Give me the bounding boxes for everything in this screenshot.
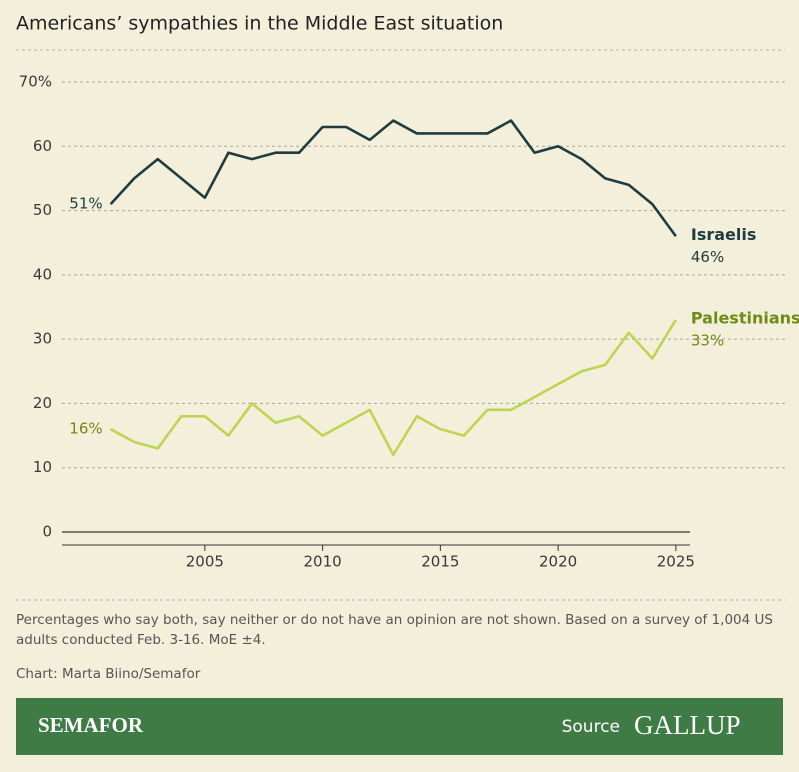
- credit: Chart: Marta Biino/Semafor: [16, 666, 201, 682]
- y-tick-label: 70%: [19, 73, 52, 91]
- y-tick-label: 10: [33, 458, 52, 476]
- x-tick-label: 2010: [304, 553, 342, 571]
- legend-label: Israelis: [691, 225, 757, 244]
- x-tick-label: 2015: [421, 553, 459, 571]
- x-tick-label: 2005: [186, 553, 224, 571]
- plot: 0 10 20 30 40 50 60 70% 2005 2010 2015 2020 2025 51% 4…: [19, 73, 799, 571]
- start-label: 16%: [69, 420, 102, 438]
- note: Percentages who say both, say neither or…: [16, 612, 773, 648]
- y-tick-label: 20: [33, 394, 52, 412]
- x-tick-label: 2020: [539, 553, 577, 571]
- source: GALLUP: [634, 710, 741, 740]
- series-line: [109, 119, 677, 238]
- y-tick-label: 0: [42, 523, 52, 541]
- footer-bar: [16, 698, 783, 755]
- end-label: 46%: [691, 248, 724, 266]
- x-tick-label: 2025: [657, 553, 695, 571]
- series-line: [110, 319, 677, 457]
- chart-title: Americans’ sympathies in the Middle East…: [16, 13, 503, 35]
- brand: SEMAFOR: [38, 713, 144, 737]
- y-tick-label: 30: [33, 330, 52, 348]
- y-tick-label: 40: [33, 265, 52, 283]
- end-label: 33%: [691, 331, 724, 349]
- y-tick-label: 50: [33, 201, 52, 219]
- note-box: Percentages who say both, say neither or…: [16, 612, 773, 648]
- y-tick-label: 60: [33, 137, 52, 155]
- legend-label: Palestinians: [691, 308, 799, 327]
- start-label: 51%: [69, 195, 102, 213]
- source-label: Source: [562, 717, 620, 737]
